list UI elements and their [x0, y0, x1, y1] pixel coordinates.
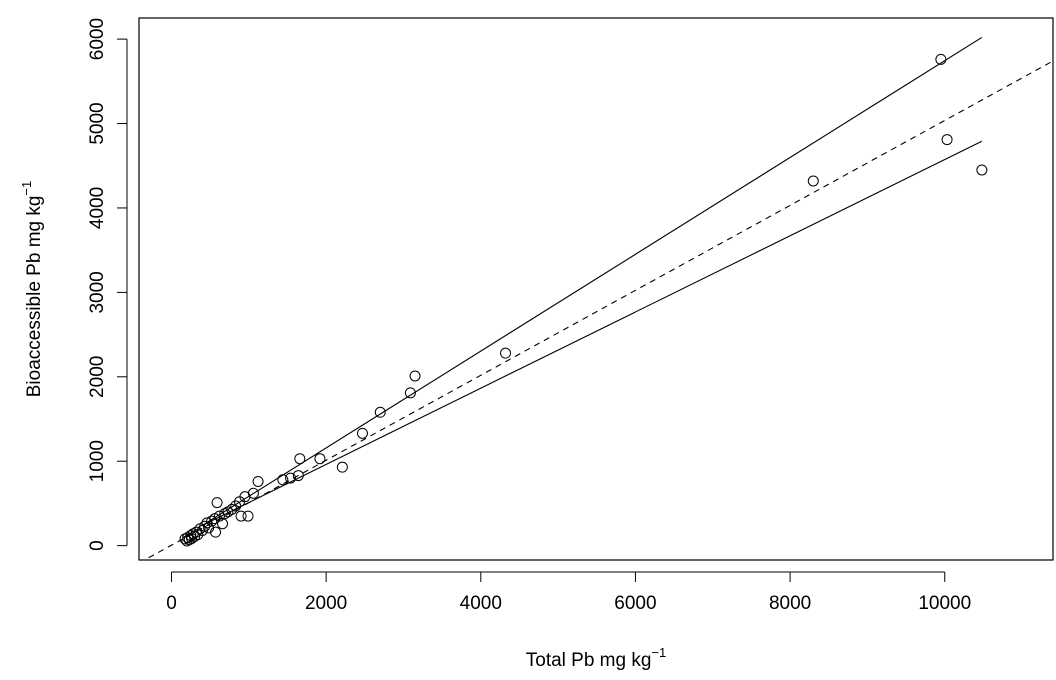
x-tick-label: 10000	[918, 593, 971, 614]
y-axis-label: Bioaccessible Pb mg kg−1	[19, 181, 45, 398]
data-point	[976, 164, 988, 176]
data-point	[277, 474, 289, 486]
data-point	[252, 475, 264, 487]
x-axis-label: Total Pb mg kg−1	[526, 645, 667, 671]
data-point	[409, 370, 421, 382]
y-tick-label: 3000	[87, 271, 108, 313]
plot-frame	[138, 17, 1054, 561]
data-point	[206, 515, 218, 527]
data-point	[235, 510, 247, 522]
data-point	[941, 134, 953, 146]
x-tick-label: 4000	[460, 593, 502, 614]
y-axis: 0 1000 2000 3000 4000 5000 6000	[87, 18, 128, 551]
x-axis-label-text: Total Pb mg kg	[526, 650, 652, 671]
data-point	[314, 453, 326, 465]
data-point	[294, 453, 306, 465]
data-point	[217, 518, 229, 530]
y-tick-label: 6000	[87, 18, 108, 60]
y-tick-label: 4000	[87, 187, 108, 229]
data-point	[374, 406, 386, 418]
x-axis: 0 2000 4000 6000 8000 10000	[166, 571, 971, 614]
y-tick-label: 2000	[87, 356, 108, 398]
x-tick-label: 8000	[769, 593, 811, 614]
data-point	[356, 427, 368, 439]
data-points	[179, 53, 988, 547]
y-axis-label-superscript: −1	[19, 181, 34, 196]
x-axis-label-superscript: −1	[651, 645, 666, 660]
y-tick-label: 1000	[87, 440, 108, 482]
data-point	[230, 500, 242, 512]
y-axis-label-text: Bioaccessible Pb mg kg	[24, 196, 45, 398]
data-point	[247, 487, 259, 499]
data-point	[935, 53, 947, 65]
confidence-line-1	[202, 36, 983, 526]
y-tick-label: 5000	[87, 102, 108, 144]
regression-line-dashed	[143, 60, 1053, 560]
data-point	[210, 526, 222, 538]
data-point	[292, 470, 304, 482]
x-tick-label: 6000	[614, 593, 656, 614]
fit-lines	[143, 36, 1053, 560]
x-tick-label: 2000	[305, 593, 347, 614]
data-point	[807, 175, 819, 187]
data-point	[226, 503, 238, 515]
data-point	[242, 510, 254, 522]
data-point	[336, 461, 348, 473]
confidence-line-2	[202, 140, 983, 526]
data-point	[182, 532, 194, 544]
data-point	[500, 347, 512, 359]
x-tick-label: 0	[166, 593, 177, 614]
data-point	[211, 497, 223, 509]
data-point	[285, 472, 297, 484]
y-tick-label: 0	[87, 540, 108, 551]
data-point	[404, 387, 416, 399]
data-point	[190, 526, 202, 538]
